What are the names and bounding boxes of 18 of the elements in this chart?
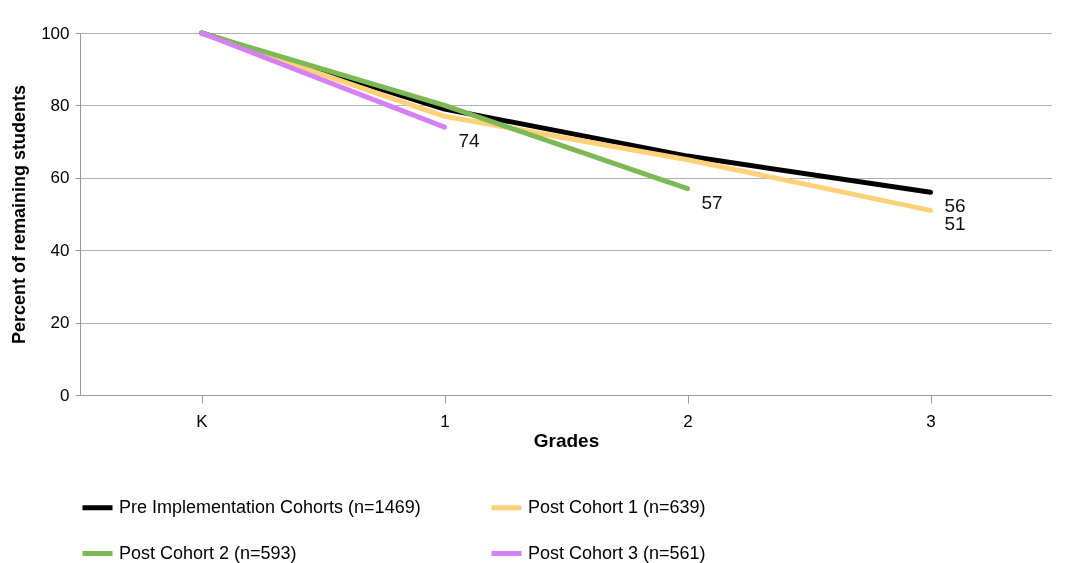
y-tick-label: 0	[60, 385, 70, 405]
legend-label: Post Cohort 2 (n=593)	[119, 542, 297, 563]
x-tick-label: 2	[683, 411, 693, 431]
x-tick-label: 1	[440, 411, 450, 431]
y-tick-label: 40	[50, 240, 70, 260]
y-axis-title: Percent of remaining students	[9, 84, 30, 345]
legend-label: Post Cohort 1 (n=639)	[528, 496, 706, 517]
x-tick-label: 3	[926, 411, 936, 431]
data-label: 74	[458, 130, 481, 152]
y-tick-label: 80	[50, 95, 70, 115]
x-tick-label: K	[196, 411, 209, 431]
y-tick-label: 100	[41, 23, 70, 43]
legend-label: Pre Implementation Cohorts (n=1469)	[119, 496, 421, 517]
legend-label: Post Cohort 3 (n=561)	[528, 542, 706, 563]
y-tick-label: 20	[50, 313, 70, 333]
y-tick-label: 60	[50, 168, 70, 188]
x-axis-title: Grades	[533, 429, 600, 451]
data-label: 57	[701, 191, 723, 213]
